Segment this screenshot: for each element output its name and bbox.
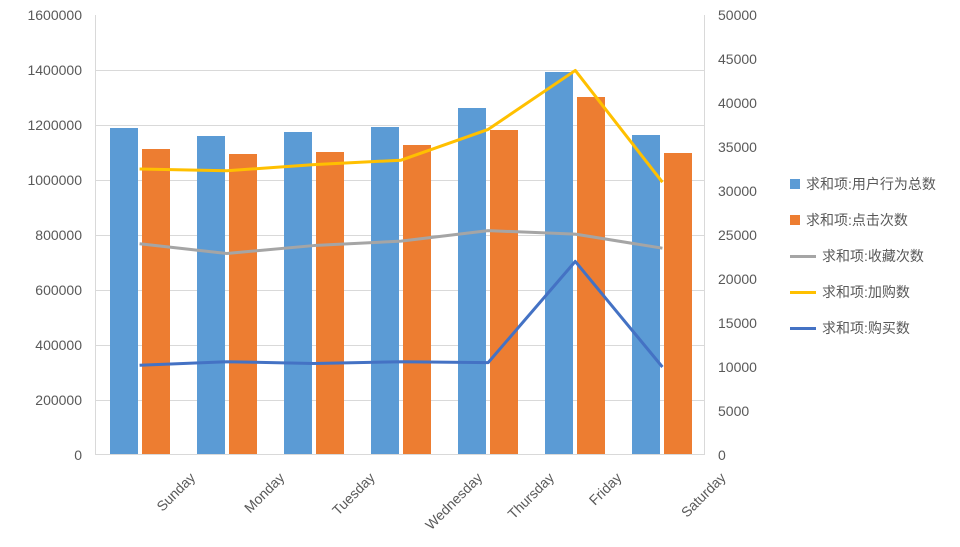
legend-label: 求和项:点击次数 bbox=[806, 210, 908, 230]
legend-item: 求和项:收藏次数 bbox=[790, 247, 936, 265]
legend-label: 求和项:购买数 bbox=[822, 318, 910, 338]
chart-container: 0200000400000600000800000100000012000001… bbox=[0, 0, 960, 547]
legend-item: 求和项:点击次数 bbox=[790, 211, 936, 229]
x-tick: Thursday bbox=[505, 469, 558, 522]
y-left-tick: 1400000 bbox=[27, 62, 82, 78]
y-right-tick: 20000 bbox=[718, 271, 757, 287]
y-left-tick: 1000000 bbox=[27, 172, 82, 188]
y-right-tick: 10000 bbox=[718, 359, 757, 375]
y-left-tick: 200000 bbox=[35, 392, 82, 408]
legend-label: 求和项:收藏次数 bbox=[822, 246, 924, 266]
legend-label: 求和项:加购数 bbox=[822, 282, 910, 302]
lines-layer bbox=[96, 15, 704, 454]
x-axis: Sunday Monday Tuesday Wednesday Thursday Frid… bbox=[95, 455, 705, 535]
legend-swatch bbox=[790, 179, 800, 189]
x-tick: Tuesday bbox=[329, 469, 378, 518]
x-tick: Monday bbox=[241, 469, 288, 516]
y-right-tick: 35000 bbox=[718, 139, 757, 155]
line-series bbox=[140, 231, 663, 254]
legend-swatch bbox=[790, 291, 816, 294]
line-series bbox=[140, 261, 663, 367]
line-series bbox=[140, 70, 663, 182]
y-right-tick: 25000 bbox=[718, 227, 757, 243]
y-right-tick: 5000 bbox=[718, 403, 749, 419]
y-right-tick: 30000 bbox=[718, 183, 757, 199]
x-tick: Sunday bbox=[153, 469, 198, 514]
y-right-tick: 45000 bbox=[718, 51, 757, 67]
legend-swatch bbox=[790, 255, 816, 258]
legend-item: 求和项:购买数 bbox=[790, 319, 936, 337]
legend: 求和项:用户行为总数求和项:点击次数求和项:收藏次数求和项:加购数求和项:购买数 bbox=[790, 175, 936, 355]
y-left-tick: 1600000 bbox=[27, 7, 82, 23]
x-tick: Wednesday bbox=[422, 469, 485, 532]
legend-swatch bbox=[790, 327, 816, 330]
legend-label: 求和项:用户行为总数 bbox=[806, 174, 936, 194]
y-left-tick: 0 bbox=[74, 447, 82, 463]
legend-item: 求和项:用户行为总数 bbox=[790, 175, 936, 193]
x-tick: Saturday bbox=[678, 469, 729, 520]
x-tick: Friday bbox=[586, 469, 625, 508]
y-right-tick: 40000 bbox=[718, 95, 757, 111]
legend-item: 求和项:加购数 bbox=[790, 283, 936, 301]
y-axis-right: 0500010000150002000025000300003500040000… bbox=[710, 15, 775, 455]
legend-swatch bbox=[790, 215, 800, 225]
y-left-tick: 600000 bbox=[35, 282, 82, 298]
y-left-tick: 1200000 bbox=[27, 117, 82, 133]
y-left-tick: 800000 bbox=[35, 227, 82, 243]
y-left-tick: 400000 bbox=[35, 337, 82, 353]
y-right-tick: 15000 bbox=[718, 315, 757, 331]
plot-area bbox=[95, 15, 705, 455]
y-right-tick: 0 bbox=[718, 447, 726, 463]
y-axis-left: 0200000400000600000800000100000012000001… bbox=[0, 15, 90, 455]
y-right-tick: 50000 bbox=[718, 7, 757, 23]
